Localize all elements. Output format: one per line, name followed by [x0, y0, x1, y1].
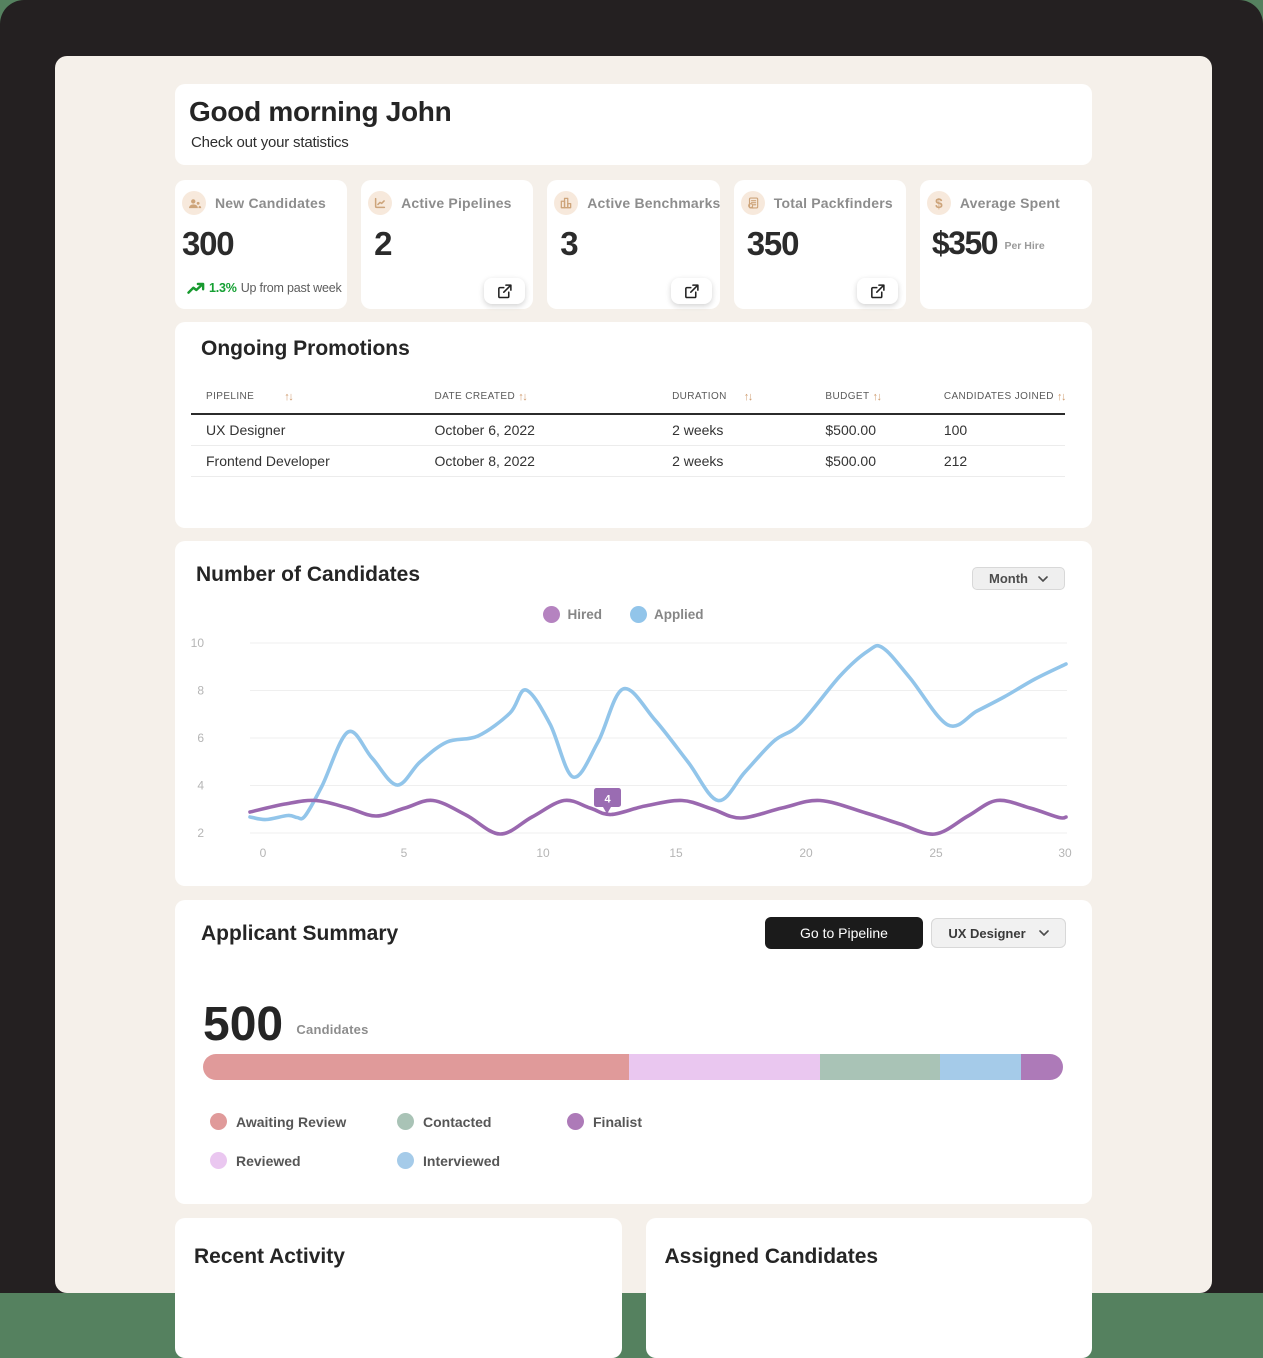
svg-text:2: 2 [197, 826, 204, 840]
svg-text:5: 5 [401, 846, 408, 860]
svg-text:10: 10 [536, 846, 550, 860]
svg-text:20: 20 [799, 846, 813, 860]
svg-text:4: 4 [604, 794, 611, 806]
svg-text:0: 0 [260, 846, 267, 860]
svg-text:8: 8 [197, 684, 204, 698]
svg-text:25: 25 [929, 846, 943, 860]
svg-text:10: 10 [191, 636, 205, 650]
svg-text:30: 30 [1058, 846, 1072, 860]
svg-text:6: 6 [197, 731, 204, 745]
svg-text:15: 15 [669, 846, 683, 860]
svg-text:4: 4 [197, 779, 204, 793]
